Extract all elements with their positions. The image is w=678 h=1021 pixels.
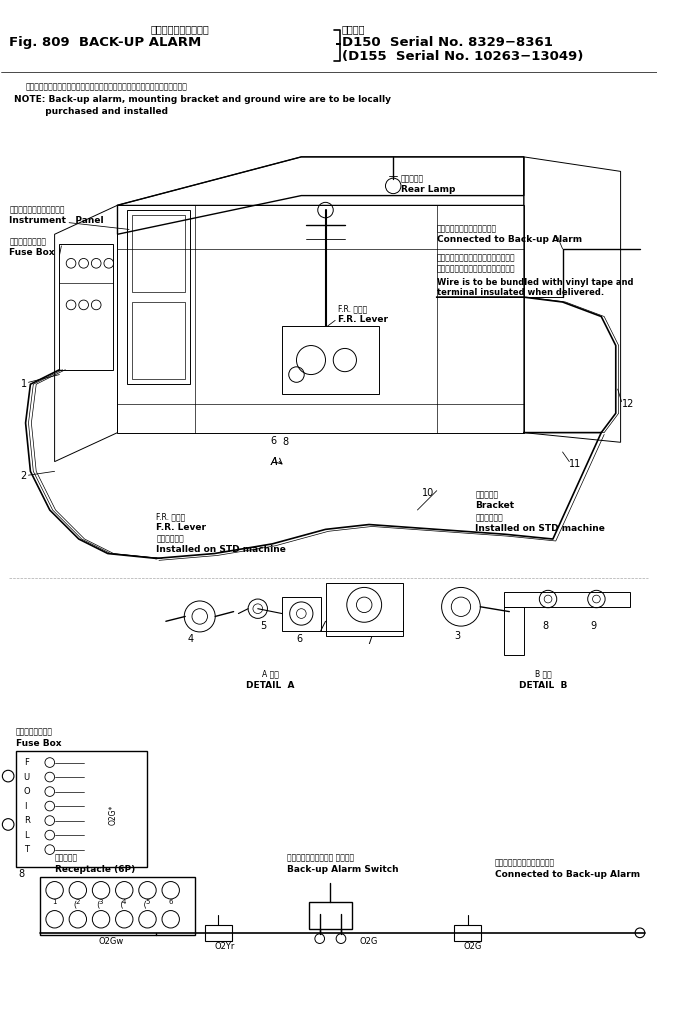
Text: I: I	[24, 801, 26, 811]
Text: Bracket: Bracket	[475, 501, 515, 510]
Text: Wire is to be bundled with vinyl tape and: Wire is to be bundled with vinyl tape an…	[437, 278, 633, 287]
Text: 8: 8	[282, 437, 288, 447]
Text: A 詳細: A 詳細	[262, 670, 279, 679]
Text: 6: 6	[296, 634, 302, 644]
Text: Receptacle (6P): Receptacle (6P)	[55, 865, 135, 874]
Text: Fuse Box: Fuse Box	[16, 739, 62, 748]
Text: 束ねておき端子は絶縁しておくこと．: 束ねておき端子は絶縁しておくこと．	[437, 264, 515, 274]
Text: O2G: O2G	[359, 936, 378, 945]
Text: Connected to Back-up Alarm: Connected to Back-up Alarm	[495, 870, 640, 879]
Text: T: T	[24, 845, 28, 855]
Text: 3: 3	[99, 898, 103, 905]
Text: コンセント: コンセント	[55, 854, 78, 863]
Text: ヒューズボックス: ヒューズボックス	[9, 237, 46, 246]
Text: F: F	[24, 758, 28, 767]
Text: Instrument   Panel: Instrument Panel	[9, 215, 104, 225]
Text: Installed on STD machine: Installed on STD machine	[475, 524, 605, 533]
Text: U: U	[24, 773, 30, 781]
Bar	[132, 302, 185, 380]
Text: Fuse Box: Fuse Box	[9, 248, 55, 257]
Bar	[132, 215, 185, 292]
Text: 4: 4	[122, 898, 127, 905]
Bar	[205, 925, 232, 940]
Text: 8: 8	[542, 622, 549, 631]
Bar	[16, 750, 146, 867]
Bar	[282, 326, 379, 394]
Text: 10: 10	[422, 488, 435, 498]
Text: L: L	[24, 831, 28, 839]
Text: O2G: O2G	[464, 942, 482, 952]
Text: 4: 4	[188, 634, 194, 644]
Text: バックアップアラーム: バックアップアラーム	[151, 25, 210, 35]
Text: 標準車装着品: 標準車装着品	[156, 534, 184, 543]
Bar	[309, 902, 352, 929]
Text: 5: 5	[260, 622, 266, 631]
Text: F.R. レバー: F.R. レバー	[156, 512, 186, 521]
Text: F.R. レバー: F.R. レバー	[338, 304, 367, 312]
Text: 3: 3	[454, 631, 460, 641]
Text: O: O	[24, 787, 31, 796]
Text: DETAIL  B: DETAIL B	[519, 681, 567, 690]
Text: 注）バックアップアラーム，取付ブラケット，アース線等は現地装着とする．: 注）バックアップアラーム，取付ブラケット，アース線等は現地装着とする．	[26, 83, 187, 91]
Text: NOTE: Back-up alarm, mounting bracket and ground wire are to be locally: NOTE: Back-up alarm, mounting bracket an…	[14, 95, 391, 104]
Text: DETAIL  A: DETAIL A	[246, 681, 295, 690]
Text: 2: 2	[76, 898, 80, 905]
Text: 2: 2	[21, 472, 27, 481]
Text: A: A	[271, 456, 277, 467]
Text: 適用号機: 適用号機	[342, 25, 365, 35]
Text: 7: 7	[366, 636, 372, 646]
Text: ブラケット: ブラケット	[475, 491, 498, 499]
Text: Back-up Alarm Switch: Back-up Alarm Switch	[287, 865, 399, 874]
Bar	[40, 877, 195, 935]
Text: F.R. Lever: F.R. Lever	[338, 314, 388, 324]
Text: D150  Serial No. 8329−8361: D150 Serial No. 8329−8361	[342, 36, 553, 49]
Text: 6: 6	[271, 436, 277, 445]
Text: 標準車装着品: 標準車装着品	[475, 513, 503, 522]
Text: 11: 11	[570, 458, 582, 469]
Text: O2G*: O2G*	[108, 805, 117, 825]
Text: O2Gw: O2Gw	[98, 936, 123, 945]
Text: 8: 8	[19, 869, 25, 879]
Bar	[454, 925, 481, 940]
Text: 9: 9	[591, 622, 597, 631]
Text: 5: 5	[145, 898, 150, 905]
Text: Connected to Back-up Alarm: Connected to Back-up Alarm	[437, 235, 582, 244]
Text: R: R	[24, 816, 30, 825]
Text: 出荷時はビニールテープ束てワイヤを: 出荷時はビニールテープ束てワイヤを	[437, 253, 515, 262]
Text: 1: 1	[52, 898, 57, 905]
Text: バックアップアラームに接続: バックアップアラームに接続	[437, 225, 497, 234]
Text: ヒューズボックス: ヒューズボックス	[16, 728, 53, 737]
Text: O2Yr: O2Yr	[214, 942, 235, 952]
Text: インスツルメント　パネル: インスツルメント パネル	[9, 205, 64, 214]
Text: 後　照　灯: 後 照 灯	[401, 175, 424, 184]
Text: 1: 1	[21, 380, 27, 389]
Text: Rear Lamp: Rear Lamp	[401, 185, 456, 194]
Text: Fig. 809  BACK-UP ALARM: Fig. 809 BACK-UP ALARM	[9, 36, 201, 49]
Text: 12: 12	[622, 399, 634, 408]
Bar	[127, 210, 190, 384]
Text: 6: 6	[168, 898, 173, 905]
Text: Installed on STD machine: Installed on STD machine	[156, 545, 286, 553]
Text: B 詳細: B 詳細	[535, 670, 552, 679]
Bar	[282, 597, 321, 631]
Text: (D155  Serial No. 10263−13049): (D155 Serial No. 10263−13049)	[342, 50, 583, 63]
Text: F.R. Lever: F.R. Lever	[156, 523, 206, 532]
Text: A: A	[271, 456, 277, 467]
Text: バックアップアラーム スイッチ: バックアップアラーム スイッチ	[287, 854, 354, 863]
Text: terminal insulated when delivered.: terminal insulated when delivered.	[437, 289, 604, 297]
Bar	[60, 244, 113, 370]
Bar	[325, 583, 403, 636]
Text: purchased and installed: purchased and installed	[14, 106, 168, 115]
Text: バックアップアラームに接続: バックアップアラームに接続	[495, 859, 555, 867]
